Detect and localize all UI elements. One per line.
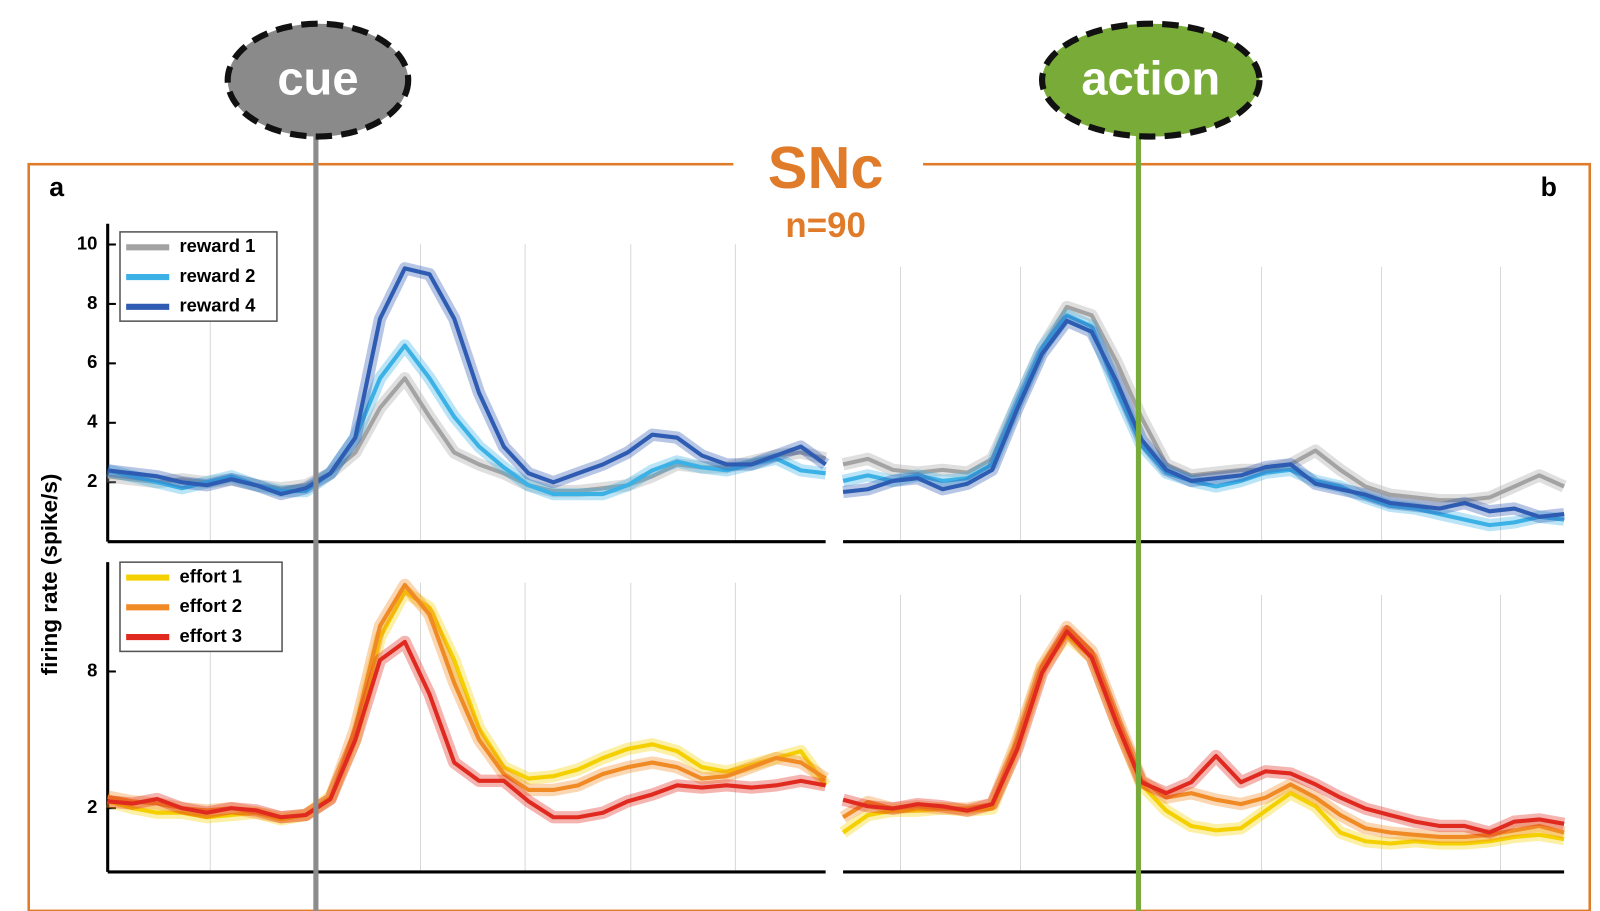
series-line bbox=[842, 304, 1565, 503]
plots: 2 4 6 8 10 reward 1 reward 2 reward 4 2 8 effort 1… bbox=[77, 223, 1567, 874]
series-line bbox=[107, 589, 828, 822]
panel-label: b bbox=[1541, 172, 1557, 202]
legend-label: effort 3 bbox=[179, 625, 242, 646]
panel-label: a bbox=[49, 172, 64, 202]
y-tick-label: 2 bbox=[87, 470, 97, 491]
frame-gap bbox=[733, 143, 924, 185]
legend-label: effort 1 bbox=[179, 565, 242, 586]
y-tick-label: 8 bbox=[87, 292, 97, 313]
event-label: cue bbox=[277, 52, 358, 105]
y-tick-label: 10 bbox=[77, 232, 98, 253]
cue-event bbox=[224, 20, 412, 140]
y-axis-label: firing rate (spike/s) bbox=[37, 474, 62, 676]
title: SNc bbox=[768, 134, 884, 201]
error-band bbox=[841, 309, 1565, 532]
event-label: action bbox=[1081, 52, 1220, 105]
legend-label: reward 4 bbox=[179, 295, 256, 316]
series-line bbox=[842, 313, 1565, 528]
y-tick-label: 6 bbox=[87, 351, 97, 372]
y-tick-label: 2 bbox=[87, 796, 97, 817]
series-line bbox=[107, 343, 826, 497]
action-event bbox=[1038, 20, 1263, 140]
legend-label: effort 2 bbox=[179, 595, 242, 616]
legend-label: reward 2 bbox=[179, 265, 255, 286]
error-band bbox=[107, 635, 827, 824]
y-tick-label: 4 bbox=[87, 411, 98, 432]
series-line bbox=[842, 629, 1565, 835]
series-line bbox=[107, 639, 827, 820]
subtitle: n=90 bbox=[785, 206, 865, 245]
series-line bbox=[107, 266, 827, 497]
legend-label: reward 1 bbox=[179, 235, 255, 256]
series-line bbox=[842, 318, 1565, 519]
y-tick-label: 8 bbox=[87, 659, 97, 680]
